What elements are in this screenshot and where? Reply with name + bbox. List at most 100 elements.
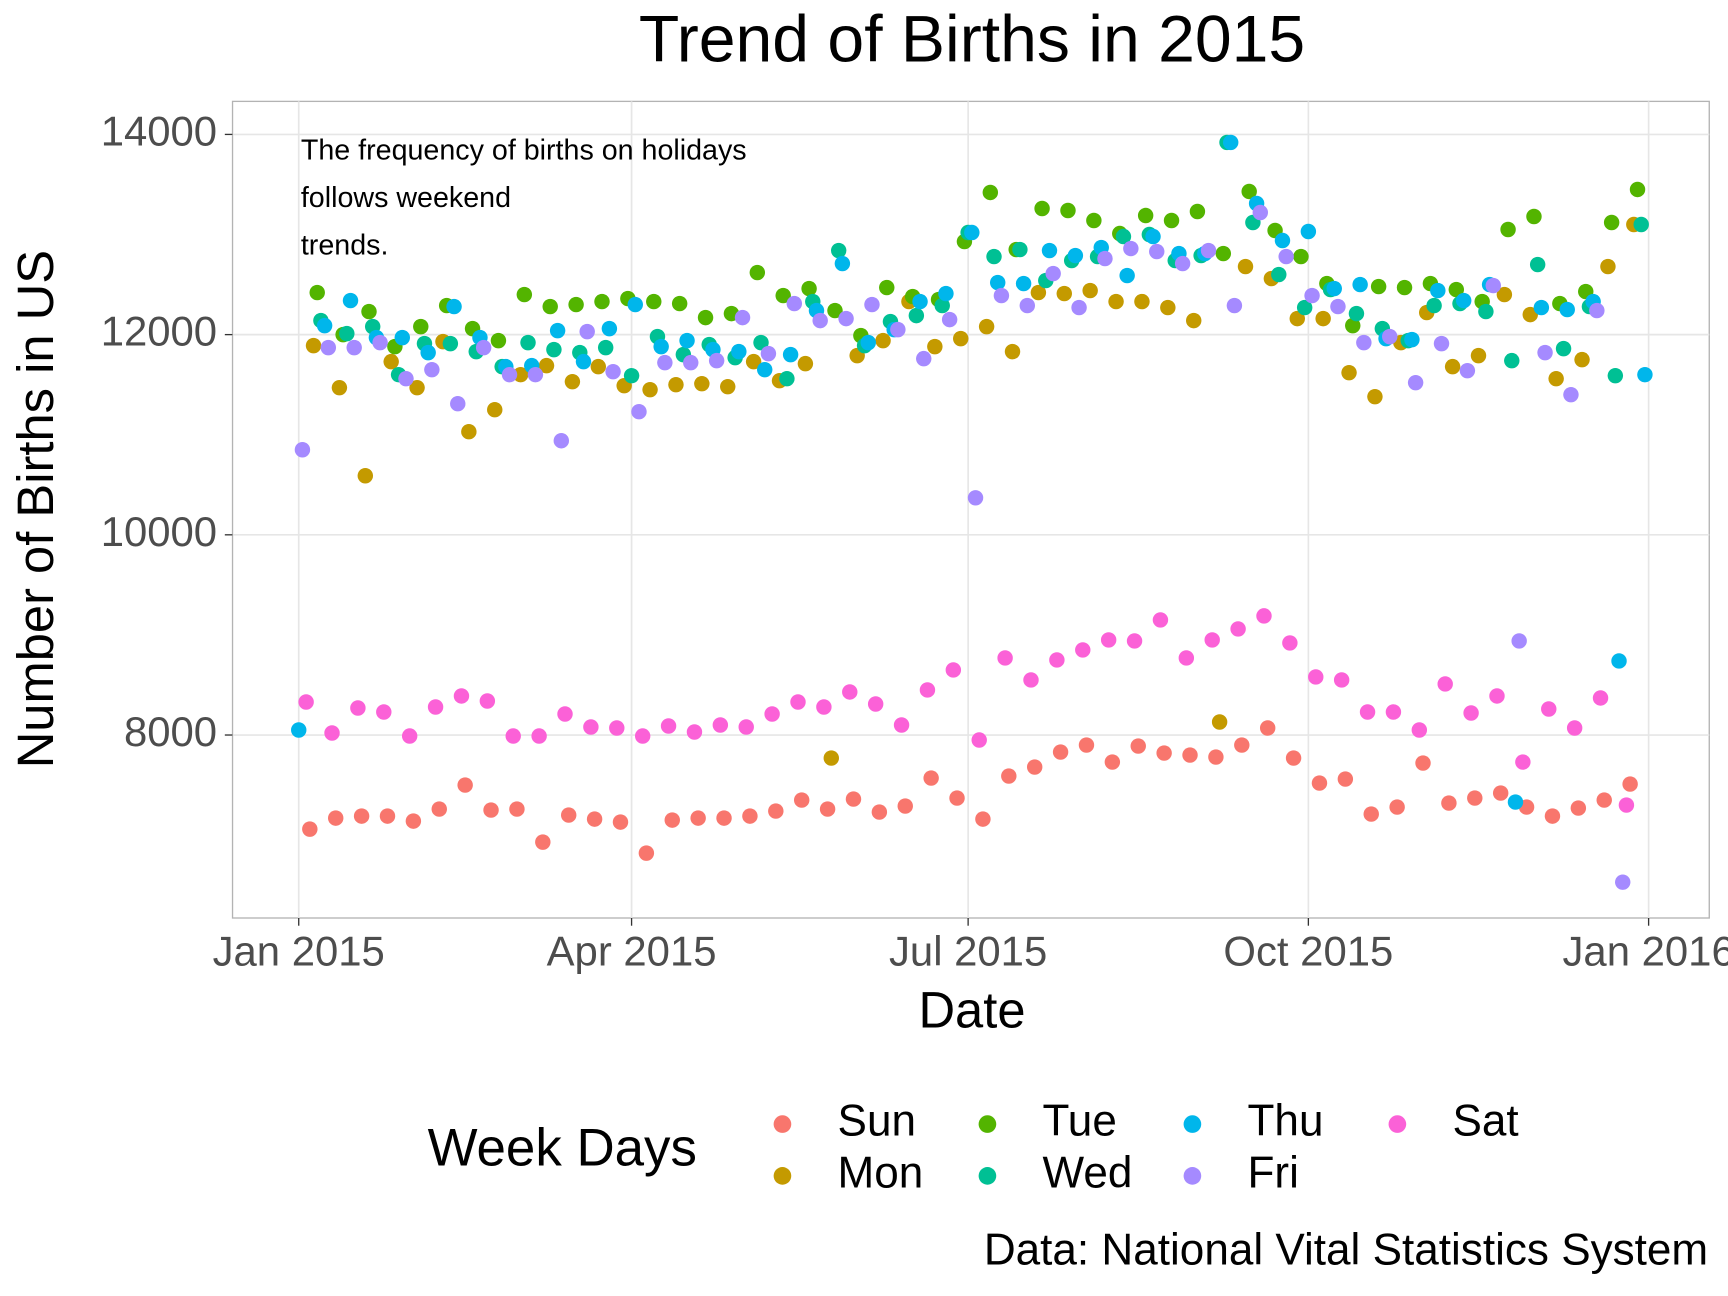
point — [1522, 306, 1538, 323]
point — [1145, 228, 1161, 245]
point — [683, 354, 699, 371]
point — [379, 808, 396, 824]
point — [1274, 232, 1291, 249]
point — [490, 332, 507, 349]
point — [971, 732, 987, 748]
point — [1533, 299, 1550, 316]
point — [1075, 642, 1091, 658]
point — [601, 320, 618, 337]
point — [967, 490, 984, 506]
point — [708, 352, 725, 369]
point — [945, 662, 962, 678]
point — [1415, 755, 1431, 771]
legend-label: Sun — [838, 1097, 916, 1146]
annotation: The frequency of births on holidays — [301, 135, 747, 167]
point — [1034, 200, 1050, 217]
point — [1359, 704, 1376, 720]
point — [634, 728, 651, 744]
point — [1337, 771, 1354, 787]
point — [842, 684, 858, 700]
point — [908, 307, 925, 324]
point — [812, 312, 828, 329]
point — [997, 650, 1013, 666]
point — [768, 803, 784, 819]
point — [1396, 279, 1413, 296]
point — [1407, 374, 1424, 391]
point — [912, 293, 928, 310]
point — [1004, 343, 1021, 360]
point — [413, 318, 429, 335]
point — [1115, 228, 1132, 245]
point — [1385, 704, 1402, 720]
point — [745, 353, 762, 370]
point — [982, 184, 999, 201]
point — [871, 804, 888, 820]
point — [638, 845, 655, 861]
point — [342, 292, 359, 309]
legend-key — [978, 1167, 997, 1185]
point — [1015, 275, 1032, 292]
x-tick-label: Jan 2015 — [213, 927, 385, 974]
point — [793, 792, 810, 808]
point — [1341, 364, 1357, 381]
point — [1511, 633, 1527, 649]
legend-key — [1183, 1167, 1202, 1185]
point — [331, 379, 348, 396]
point — [612, 814, 629, 830]
point — [1049, 652, 1065, 668]
point — [989, 274, 1006, 291]
point — [1607, 367, 1624, 384]
point — [1156, 745, 1172, 761]
point — [1182, 747, 1198, 763]
point — [1548, 370, 1564, 387]
point — [1215, 245, 1232, 262]
point — [1126, 633, 1143, 649]
point — [653, 338, 669, 355]
point — [797, 355, 814, 372]
point — [623, 367, 640, 384]
legend-label: Fri — [1248, 1149, 1299, 1198]
point — [557, 706, 573, 722]
legend-key — [1183, 1115, 1202, 1133]
point — [446, 298, 462, 315]
point — [1200, 242, 1217, 259]
point — [1282, 635, 1298, 651]
point — [642, 381, 658, 398]
point — [1078, 737, 1095, 753]
point — [779, 370, 795, 387]
y-tick-label: 10000 — [101, 508, 217, 555]
point — [1019, 297, 1036, 314]
point — [1603, 214, 1620, 231]
point — [775, 287, 791, 304]
point — [867, 696, 884, 712]
point — [631, 403, 647, 420]
point — [401, 728, 418, 744]
annotation: trends. — [301, 229, 389, 261]
point — [782, 346, 799, 363]
point — [864, 296, 880, 313]
points — [291, 134, 1653, 890]
y-axis-label: Number of Births in US — [7, 250, 64, 768]
point — [1097, 250, 1113, 267]
point — [1186, 312, 1202, 329]
point — [1030, 284, 1047, 301]
point — [819, 801, 836, 817]
point — [660, 718, 677, 734]
point — [1455, 292, 1472, 309]
point — [583, 719, 599, 735]
point — [487, 401, 503, 418]
point — [679, 332, 695, 349]
point — [694, 375, 710, 392]
point — [324, 725, 340, 741]
point — [923, 770, 939, 786]
point — [830, 242, 847, 259]
point — [1463, 705, 1479, 721]
point — [309, 284, 325, 301]
point — [1160, 299, 1176, 316]
point — [827, 302, 843, 319]
point — [1100, 632, 1117, 648]
point — [605, 363, 621, 380]
legend-label: Mon — [838, 1149, 924, 1198]
point — [1356, 334, 1372, 351]
